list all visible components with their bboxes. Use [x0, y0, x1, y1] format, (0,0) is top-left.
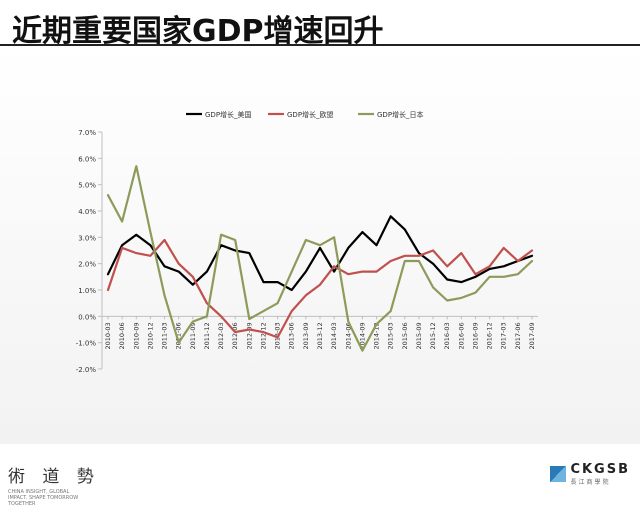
x-tick-label: 2014-06 — [344, 322, 352, 349]
y-tick-label: 6.0% — [78, 155, 96, 163]
x-tick-label: 2016-09 — [471, 322, 479, 349]
x-tick-label: 2012-03 — [217, 322, 225, 349]
chart-legend: GDP增长_美国 GDP增长_欧盟 GDP增长_日本 — [186, 110, 424, 119]
ckgsb-logo: CKGSB 長江商學院 — [550, 462, 630, 486]
x-tick-label: 2010-03 — [104, 322, 112, 349]
x-tick-label: 2010-12 — [146, 322, 154, 349]
x-axis: 2010-03 2010-06 2010-09 2010-12 2011-03 2011-… — [102, 315, 538, 350]
x-tick-label: 2014-12 — [373, 322, 381, 349]
x-tick-label: 2014-09 — [358, 322, 366, 349]
chart-area: GDP增长_美国 GDP增长_欧盟 GDP增长_日本 7.0% 6.0% 5.0% 4.0… — [0, 46, 640, 444]
y-axis: 7.0% 6.0% 5.0% 4.0% 3.0% 2.0% 1.0% 0.0% -1.0% -2.… — [76, 129, 103, 374]
page-title: 近期重要国家GDP增速回升 — [12, 14, 384, 49]
left-logo: 術 道 勢 CHINA INSIGHT, GLOBAL IMPACT. SHAP… — [8, 462, 100, 507]
x-tick-label: 2010-06 — [118, 322, 126, 349]
x-tick-label: 2012-09 — [245, 322, 253, 349]
gdp-line-chart: GDP增长_美国 GDP增长_欧盟 GDP增长_日本 7.0% 6.0% 5.0% 4.0… — [76, 110, 538, 374]
y-tick-label: -1.0% — [76, 340, 97, 348]
legend-label: GDP增长_美国 — [205, 110, 252, 119]
y-tick-label: 7.0% — [78, 129, 96, 137]
x-tick-label: 2015-03 — [387, 322, 395, 349]
x-tick-label: 2012-12 — [259, 322, 267, 349]
ckgsb-logo-text: CKGSB — [570, 462, 630, 477]
x-tick-label: 2017-06 — [514, 322, 522, 349]
x-tick-label: 2013-09 — [302, 322, 310, 349]
x-tick-label: 2011-09 — [189, 322, 197, 349]
y-tick-label: -2.0% — [76, 366, 97, 374]
x-tick-label: 2013-12 — [316, 322, 324, 349]
x-tick-label: 2011-06 — [175, 322, 183, 349]
x-tick-label: 2014-03 — [330, 322, 338, 349]
x-tick-label: 2015-09 — [415, 322, 423, 349]
x-tick-label: 2017-09 — [528, 322, 536, 349]
series-lines — [106, 165, 534, 352]
x-tick-label: 2012-06 — [231, 322, 239, 349]
y-tick-label: 3.0% — [78, 234, 96, 242]
series-line-1 — [106, 238, 534, 339]
x-tick-label: 2011-12 — [203, 322, 211, 349]
x-tick-label: 2017-03 — [500, 322, 508, 349]
x-tick-label: 2016-06 — [457, 322, 465, 349]
x-tick-label: 2016-03 — [443, 322, 451, 349]
x-tick-label: 2010-09 — [132, 322, 140, 349]
left-logo-subtitle: CHINA INSIGHT, GLOBAL IMPACT. SHAPE TOMO… — [8, 489, 79, 507]
y-tick-label: 0.0% — [78, 313, 96, 321]
y-tick-label: 4.0% — [78, 208, 96, 216]
left-logo-glyphs: 術 道 勢 — [8, 467, 100, 487]
legend-label: GDP增长_欧盟 — [287, 110, 334, 119]
y-tick-label: 1.0% — [78, 287, 96, 295]
ckgsb-mark-icon — [550, 466, 567, 482]
title-underline — [0, 44, 640, 46]
x-tick-label: 2011-03 — [161, 322, 169, 349]
footer: 術 道 勢 CHINA INSIGHT, GLOBAL IMPACT. SHAP… — [0, 444, 640, 507]
x-tick-label: 2015-06 — [401, 322, 409, 349]
title-bar: 近期重要国家GDP增速回升 — [0, 0, 640, 49]
legend-label: GDP增长_日本 — [377, 110, 424, 119]
x-tick-label: 2013-06 — [288, 322, 296, 349]
y-tick-label: 2.0% — [78, 261, 96, 269]
y-tick-label: 5.0% — [78, 182, 96, 190]
series-line-2 — [106, 165, 534, 352]
x-tick-label: 2015-12 — [429, 322, 437, 349]
x-tick-label: 2016-12 — [486, 322, 494, 349]
ckgsb-logo-subtitle: 長江商學院 — [570, 479, 611, 486]
series-line-0 — [106, 215, 534, 292]
